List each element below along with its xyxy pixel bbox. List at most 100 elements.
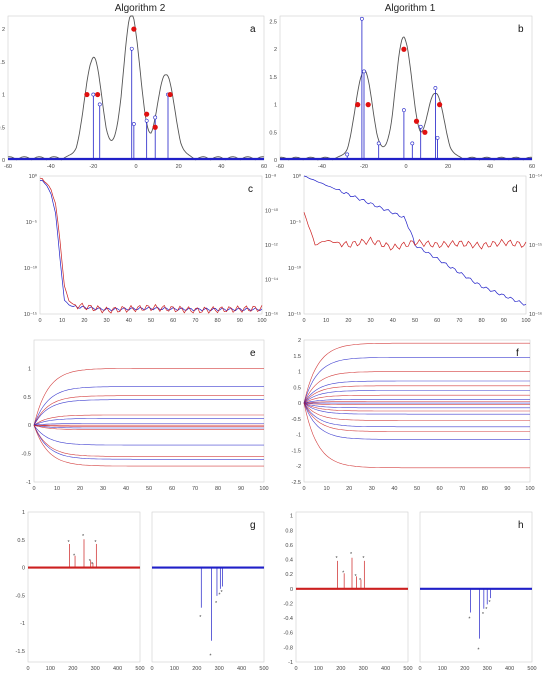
x-tick-label: 40 [487, 164, 493, 170]
right-true-star: * [489, 600, 492, 606]
trajectory-line [303, 357, 530, 404]
x-tick-label: 90 [237, 318, 243, 324]
panel-e: 0 10 20 30 40 50 60 70 80 90 100 -1 -0.5 0 0.5 1 e [22, 339, 269, 492]
x-tick-label: 500 [259, 666, 268, 672]
x-tick-label: 80 [215, 486, 221, 492]
x-tick-label: 30 [369, 486, 375, 492]
true-point [355, 102, 361, 108]
x-tick-label: 100 [170, 666, 179, 672]
stem-marker [418, 124, 423, 129]
x-tick-label: -60 [4, 164, 12, 170]
true-point [413, 118, 420, 124]
x-tick-label: 60 [169, 486, 175, 492]
red-series-line [39, 177, 263, 314]
stem-marker [131, 122, 136, 126]
y-tick-label: -1 [26, 480, 31, 486]
panel-a: -60 -40 -20 0 20 40 60 0 0.5 1 1.5 2 a [0, 15, 267, 170]
x-tick-label: 500 [403, 666, 412, 672]
panel-b: -60 -40 -20 0 20 40 60 0 0.5 1 1.5 2 2.5 b [269, 15, 535, 170]
left-true-star: * [89, 559, 92, 565]
x-tick-label: -40 [318, 164, 326, 170]
trajectory-line [33, 423, 264, 426]
trajectory-line [303, 402, 530, 405]
true-point [437, 102, 443, 108]
trajectory-line [303, 402, 530, 409]
trajectory-line [33, 395, 264, 426]
right-true-star: * [199, 615, 202, 621]
panel-label-f: f [516, 348, 519, 359]
y-tick-label: 2.5 [269, 20, 277, 26]
x-tick-label: 100 [257, 318, 266, 324]
x-tick-label: 90 [504, 486, 510, 492]
trajectory-line [303, 402, 530, 412]
stem-marker [410, 141, 415, 146]
x-tick-label: 300 [483, 666, 492, 672]
x-tick-label: 40 [390, 318, 396, 324]
x-tick-label: 50 [414, 486, 420, 492]
x-tick-label: 20 [176, 164, 182, 170]
true-point [167, 91, 173, 98]
y-tick-label: 1.5 [0, 60, 5, 66]
trajectory-line [33, 418, 264, 426]
left-y-tick-label: 10⁰ [293, 173, 302, 180]
y-tick-label: 0.8 [285, 528, 293, 534]
y-tick-label: 1.5 [293, 354, 301, 360]
true-point [365, 102, 371, 108]
stem-marker [91, 92, 96, 97]
y-tick-label: -0.4 [284, 616, 293, 622]
panel-label-e: e [250, 348, 256, 359]
x-tick-label: 0 [26, 666, 29, 672]
trajectory-line [303, 402, 530, 428]
x-tick-label: 10 [54, 486, 60, 492]
x-tick-label: 10 [324, 486, 330, 492]
x-tick-label: 20 [345, 318, 351, 324]
right-true-star: * [482, 612, 485, 618]
right-y-tick-label: 10⁻¹⁴ [529, 173, 543, 180]
stem-marker [345, 152, 350, 157]
y-tick-label: 0.5 [293, 385, 301, 391]
true-point [401, 46, 407, 52]
plot-frame [7, 15, 265, 161]
x-tick-label: 50 [146, 486, 152, 492]
y-tick-label: 0 [298, 401, 301, 407]
stem-marker [359, 16, 364, 21]
x-tick-label: 0 [150, 666, 153, 672]
left-y-tick-label: 10⁻⁵ [290, 219, 301, 226]
left-y-tick-label: 10⁻¹⁵ [24, 311, 37, 318]
y-tick-label: 0.5 [23, 395, 31, 401]
x-tick-label: 100 [438, 666, 447, 672]
plot-frame [27, 511, 141, 663]
x-tick-label: 200 [192, 666, 201, 672]
x-tick-label: 80 [479, 318, 485, 324]
trajectory-line [303, 403, 530, 469]
x-tick-label: 40 [391, 486, 397, 492]
trajectory-line [303, 402, 530, 440]
panel-d: 0 10 20 30 40 50 60 70 80 90 100 10⁰ 10⁻⁵ 10⁻¹⁰ 10⁻¹⁵ 1… [288, 173, 543, 324]
left-true-star: * [350, 552, 353, 558]
spectrum-curve [279, 36, 533, 161]
right-true-star: * [221, 590, 224, 596]
y-tick-label: 1 [274, 103, 277, 109]
left-true-star: * [73, 554, 76, 560]
left-y-tick-label: 10⁻⁵ [26, 219, 37, 226]
x-tick-label: 0 [302, 318, 305, 324]
x-tick-label: 70 [459, 486, 465, 492]
plot-frame [419, 511, 533, 663]
x-tick-label: 30 [104, 318, 110, 324]
x-tick-label: 200 [460, 666, 469, 672]
panel-label-h: h [518, 520, 524, 531]
x-tick-label: 0 [404, 164, 407, 170]
right-true-star: * [209, 654, 212, 660]
y-tick-label: 1 [298, 370, 301, 376]
x-tick-label: 30 [100, 486, 106, 492]
trajectory-line [303, 385, 530, 404]
plot-frame [33, 339, 265, 483]
right-y-tick-label: 10⁻¹⁰ [265, 208, 279, 215]
x-tick-label: 100 [46, 666, 55, 672]
y-tick-label: 2 [298, 338, 301, 344]
left-true-star: * [362, 556, 365, 562]
left-true-star: * [67, 540, 70, 546]
panel-label-b: b [518, 24, 524, 35]
x-tick-label: 200 [68, 666, 77, 672]
